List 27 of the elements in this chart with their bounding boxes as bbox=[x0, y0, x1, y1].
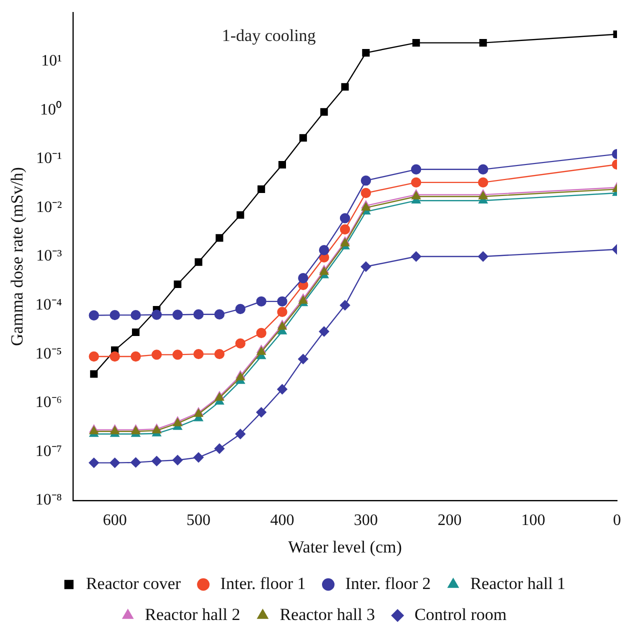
y-tick-label: 10¹ bbox=[41, 52, 62, 70]
legend-label: Control room bbox=[414, 604, 507, 624]
x-tick-label: 600 bbox=[102, 512, 127, 530]
legend-label: Reactor cover bbox=[86, 574, 182, 593]
x-axis-title: Water level (cm) bbox=[288, 537, 402, 556]
y-tick-label: 10⁻² bbox=[36, 198, 62, 216]
legend-label: Inter. floor 1 bbox=[220, 574, 306, 593]
y-tick-label: 10⁻⁷ bbox=[35, 442, 62, 460]
x-tick-label: 400 bbox=[270, 512, 294, 530]
y-tick-label: 10⁻⁴ bbox=[35, 296, 62, 314]
y-tick-label: 10⁻⁸ bbox=[35, 492, 62, 509]
legend-label: Inter. floor 2 bbox=[345, 574, 431, 593]
y-tick-label: 10⁻³ bbox=[36, 248, 62, 265]
y-tick-label: 10⁻⁶ bbox=[35, 394, 62, 412]
legend-label: Reactor hall 3 bbox=[280, 604, 376, 624]
x-tick-label: 300 bbox=[354, 512, 378, 530]
x-tick-label: 0 bbox=[613, 512, 621, 530]
y-tick-label: 10⁻¹ bbox=[36, 150, 62, 168]
annotation: 1-day cooling bbox=[222, 26, 316, 46]
legend-label: Reactor hall 2 bbox=[144, 604, 240, 624]
y-tick-label: 10⁻⁵ bbox=[35, 345, 62, 362]
legend-label: Reactor hall 1 bbox=[470, 574, 566, 593]
x-tick-label: 200 bbox=[438, 512, 462, 530]
x-tick-label: 500 bbox=[186, 512, 211, 530]
x-tick-label: 100 bbox=[521, 512, 546, 530]
y-axis-title: Gamma dose rate (mSv/h) bbox=[8, 167, 27, 346]
y-tick-label: 10⁰ bbox=[40, 100, 62, 118]
